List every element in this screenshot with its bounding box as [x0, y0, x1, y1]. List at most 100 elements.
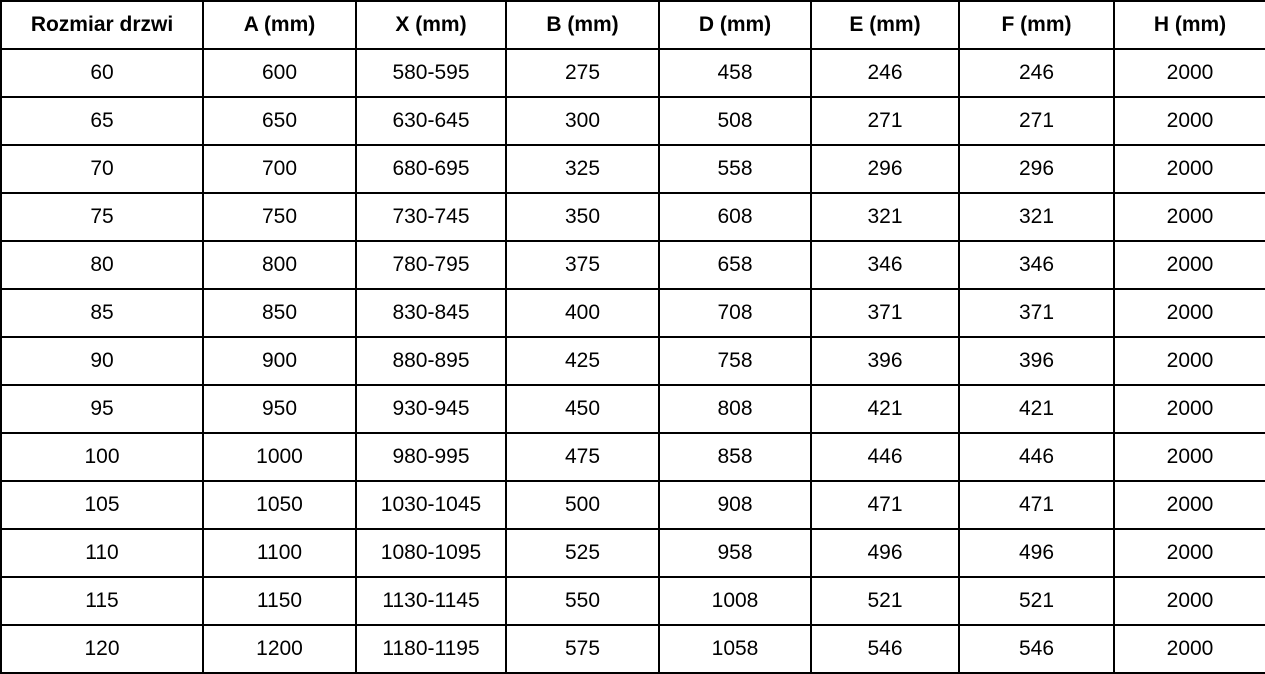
table-cell: 1050 [202, 480, 357, 530]
table-cell: 780-795 [355, 240, 507, 290]
table-cell: 2000 [1113, 96, 1265, 146]
table-row: 80 800 780-795 375 658 346 346 2000 [0, 240, 1265, 290]
table-cell: 880-895 [355, 336, 507, 386]
table-cell: 680-695 [355, 144, 507, 194]
table-cell: 830-845 [355, 288, 507, 338]
table-cell: 2000 [1113, 432, 1265, 482]
table-cell: 1130-1145 [355, 576, 507, 626]
table-cell: 2000 [1113, 576, 1265, 626]
table-cell: 930-945 [355, 384, 507, 434]
table-cell: 471 [958, 480, 1115, 530]
table-cell: 525 [505, 528, 660, 578]
table-cell: 2000 [1113, 144, 1265, 194]
table-cell: 246 [810, 48, 960, 98]
table-cell: 1000 [202, 432, 357, 482]
column-header: X (mm) [355, 0, 507, 50]
table-cell: 421 [958, 384, 1115, 434]
table-cell: 321 [810, 192, 960, 242]
table-cell: 271 [958, 96, 1115, 146]
table-cell: 275 [505, 48, 660, 98]
table-row: 75 750 730-745 350 608 321 321 2000 [0, 192, 1265, 242]
table-cell: 425 [505, 336, 660, 386]
table-cell: 1200 [202, 624, 357, 674]
table-cell: 1180-1195 [355, 624, 507, 674]
table-cell: 496 [810, 528, 960, 578]
table-row: 95 950 930-945 450 808 421 421 2000 [0, 384, 1265, 434]
table-row: 60 600 580-595 275 458 246 246 2000 [0, 48, 1265, 98]
table-cell: 321 [958, 192, 1115, 242]
table-cell: 958 [658, 528, 812, 578]
table-cell: 908 [658, 480, 812, 530]
table-cell: 471 [810, 480, 960, 530]
table-cell: 808 [658, 384, 812, 434]
table-cell: 100 [0, 432, 204, 482]
column-header: D (mm) [658, 0, 812, 50]
column-header: E (mm) [810, 0, 960, 50]
table-cell: 550 [505, 576, 660, 626]
table-cell: 396 [810, 336, 960, 386]
table-cell: 446 [810, 432, 960, 482]
table-cell: 375 [505, 240, 660, 290]
table-cell: 2000 [1113, 480, 1265, 530]
table-cell: 2000 [1113, 192, 1265, 242]
table-cell: 1150 [202, 576, 357, 626]
table-cell: 271 [810, 96, 960, 146]
table-cell: 350 [505, 192, 660, 242]
table-cell: 246 [958, 48, 1115, 98]
table-row: 100 1000 980-995 475 858 446 446 2000 [0, 432, 1265, 482]
table-cell: 450 [505, 384, 660, 434]
table-cell: 600 [202, 48, 357, 98]
table-cell: 850 [202, 288, 357, 338]
table-cell: 60 [0, 48, 204, 98]
table-row: 70 700 680-695 325 558 296 296 2000 [0, 144, 1265, 194]
table-cell: 750 [202, 192, 357, 242]
table-row: 85 850 830-845 400 708 371 371 2000 [0, 288, 1265, 338]
table-cell: 371 [958, 288, 1115, 338]
table-cell: 658 [658, 240, 812, 290]
table-row: 105 1050 1030-1045 500 908 471 471 2000 [0, 480, 1265, 530]
table-cell: 546 [958, 624, 1115, 674]
table-cell: 800 [202, 240, 357, 290]
table-cell: 475 [505, 432, 660, 482]
table-cell: 500 [505, 480, 660, 530]
table-cell: 346 [810, 240, 960, 290]
table-cell: 858 [658, 432, 812, 482]
table-cell: 508 [658, 96, 812, 146]
table-cell: 521 [958, 576, 1115, 626]
table-cell: 371 [810, 288, 960, 338]
table-cell: 730-745 [355, 192, 507, 242]
column-header: Rozmiar drzwi [0, 0, 204, 50]
table-cell: 446 [958, 432, 1115, 482]
table-cell: 1100 [202, 528, 357, 578]
table-cell: 2000 [1113, 384, 1265, 434]
table-cell: 630-645 [355, 96, 507, 146]
table-cell: 608 [658, 192, 812, 242]
table-cell: 75 [0, 192, 204, 242]
column-header: A (mm) [202, 0, 357, 50]
size-table-body: 60 600 580-595 275 458 246 246 2000 65 650 630-645… [0, 48, 1265, 674]
column-header: H (mm) [1113, 0, 1265, 50]
table-cell: 1080-1095 [355, 528, 507, 578]
table-cell: 95 [0, 384, 204, 434]
table-cell: 758 [658, 336, 812, 386]
table-cell: 950 [202, 384, 357, 434]
table-cell: 325 [505, 144, 660, 194]
table-cell: 708 [658, 288, 812, 338]
table-cell: 1058 [658, 624, 812, 674]
table-cell: 396 [958, 336, 1115, 386]
table-cell: 900 [202, 336, 357, 386]
header-row: Rozmiar drzwi A (mm) X (mm) B (mm) D (mm) E (… [0, 0, 1265, 50]
table-row: 120 1200 1180-1195 575 1058 546 546 2000 [0, 624, 1265, 674]
table-cell: 575 [505, 624, 660, 674]
table-row: 65 650 630-645 300 508 271 271 2000 [0, 96, 1265, 146]
table-cell: 1008 [658, 576, 812, 626]
table-cell: 90 [0, 336, 204, 386]
table-cell: 1030-1045 [355, 480, 507, 530]
table-cell: 400 [505, 288, 660, 338]
table-cell: 115 [0, 576, 204, 626]
table-cell: 2000 [1113, 240, 1265, 290]
table-cell: 496 [958, 528, 1115, 578]
table-row: 90 900 880-895 425 758 396 396 2000 [0, 336, 1265, 386]
table-cell: 546 [810, 624, 960, 674]
